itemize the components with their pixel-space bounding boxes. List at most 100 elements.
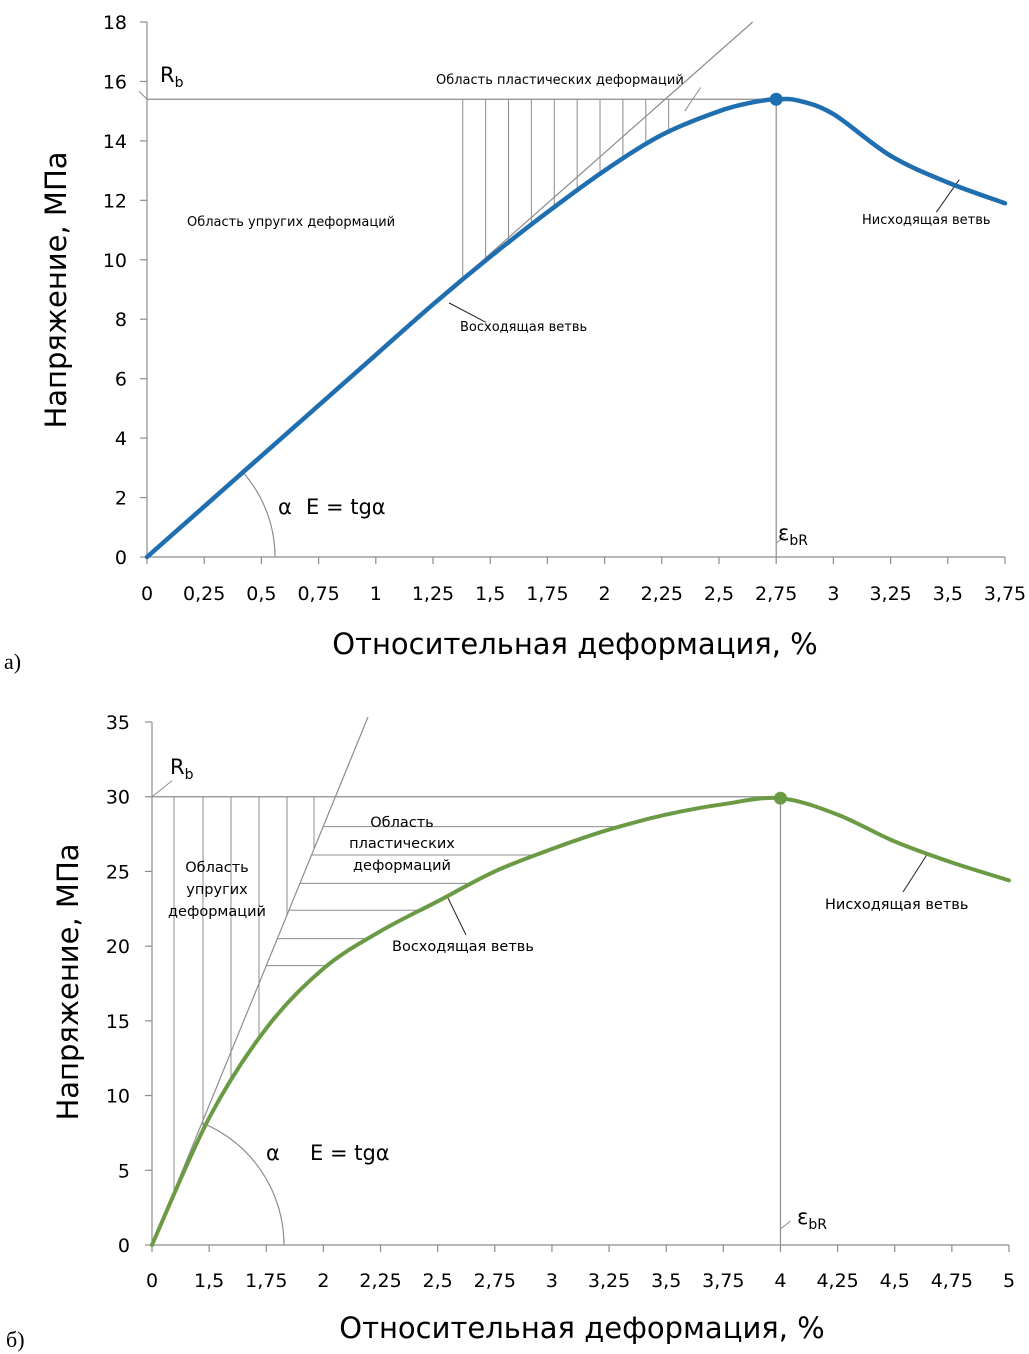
alpha-label: α	[278, 495, 292, 519]
descending-branch-label: Нисходящая ветвь	[825, 897, 968, 913]
x-tick-label: 2	[599, 583, 611, 605]
x-tick-label: 2,5	[704, 583, 734, 605]
x-tick-label: 3,5	[651, 1270, 681, 1292]
axes	[145, 721, 1010, 1252]
x-tick-label: 1,75	[526, 583, 568, 605]
y-tick-label: 0	[115, 547, 127, 569]
plastic-leader-line	[684, 87, 702, 112]
x-tick-label: 3,5	[933, 583, 963, 605]
ascending-leader-line	[448, 302, 486, 323]
y-axis-title: Напряжение, МПа	[39, 151, 73, 428]
ascending-branch-label: Восходящая ветвь	[460, 320, 587, 335]
x-tick-label: 2	[317, 1270, 329, 1292]
plastic-region-label-line3: деформаций	[353, 858, 451, 874]
epsilon-leader-line	[775, 536, 785, 544]
x-tick-label: 4,25	[816, 1270, 858, 1292]
x-tick-label: 5	[1003, 1270, 1015, 1292]
panel-label-b: б)	[6, 1327, 25, 1352]
x-tick-label: 3,25	[588, 1270, 630, 1292]
rb-leader-line	[151, 780, 173, 798]
tangent-line	[151, 716, 369, 1246]
y-tick-label: 35	[106, 712, 130, 734]
ascending-leader-line	[446, 895, 467, 936]
x-tick-label: 4,75	[931, 1270, 973, 1292]
x-tick-label: 3,25	[869, 583, 911, 605]
x-tick-label: 3,75	[984, 583, 1026, 605]
x-tick-label: 3	[827, 583, 839, 605]
peak-marker	[769, 92, 783, 106]
epsilon-leader-line	[780, 1220, 791, 1230]
descending-leader-line	[902, 852, 929, 893]
stress-strain-curve	[144, 96, 1008, 560]
alpha-angle-arc	[242, 471, 276, 558]
plastic-region-label: Область пластических деформаций	[436, 73, 684, 88]
y-tick-label: 5	[118, 1160, 130, 1182]
y-tick-labels: 0 5 10 15 20 25 30 35	[106, 712, 130, 1257]
y-tick-label: 15	[106, 1011, 130, 1033]
x-tick-labels: 0 0,25 0,5 0,75 1 1,25 1,5 1,75 2 2,25 2,5 2,75 3 3,2…	[141, 583, 1026, 605]
y-tick-label: 2	[115, 488, 127, 510]
x-tick-label: 1,25	[412, 583, 454, 605]
epsilon-label: εbR	[797, 1205, 827, 1233]
reference-lines	[151, 716, 929, 1246]
ascending-branch-label: Восходящая ветвь	[392, 939, 534, 955]
reference-lines	[138, 21, 960, 558]
y-tick-label: 30	[106, 787, 130, 809]
elastic-region-hatching	[462, 99, 670, 280]
y-axis-title: Напряжение, МПа	[51, 843, 85, 1120]
y-tick-label: 4	[115, 428, 127, 450]
x-tick-label: 2,75	[474, 1270, 516, 1292]
x-tick-label: 4	[774, 1270, 786, 1292]
y-tick-label: 12	[103, 190, 127, 212]
y-tick-label: 8	[115, 309, 127, 331]
alpha-angle-arc	[201, 1122, 285, 1246]
x-tick-label: 0,25	[183, 583, 225, 605]
y-tick-label: 6	[115, 369, 127, 391]
elastic-region-label-line1: Область	[185, 860, 248, 876]
peak-marker	[773, 791, 787, 805]
stress-strain-curve	[150, 795, 1011, 1247]
x-axis-title: Относительная деформация, %	[339, 1311, 824, 1345]
x-tick-label: 0,5	[246, 583, 276, 605]
y-tick-label: 18	[103, 12, 127, 34]
y-tick-label: 16	[103, 71, 127, 93]
x-tick-label: 0,75	[297, 583, 339, 605]
x-tick-label: 4,5	[880, 1270, 910, 1292]
series-line	[150, 791, 1011, 1247]
elastic-region-label-line2: упругих	[186, 882, 248, 898]
chart-a: 0 0,25 0,5 0,75 1 1,25 1,5 1,75 2 2,25 2,5 2,75 3 3,2…	[4, 12, 1026, 674]
y-tick-label: 20	[106, 936, 130, 958]
y-tick-labels: 0 2 4 6 8 10 12 14 16 18	[103, 12, 127, 569]
modulus-formula: E = tgα	[310, 1141, 390, 1165]
axes	[140, 21, 1006, 564]
alpha-label: α	[266, 1141, 280, 1165]
x-tick-label: 2,25	[359, 1270, 401, 1292]
epsilon-label: εbR	[778, 521, 808, 549]
y-tick-label: 10	[106, 1086, 130, 1108]
y-tick-label: 10	[103, 250, 127, 272]
panel-label-a: а)	[4, 649, 21, 674]
plastic-region-label-line2: пластических	[349, 836, 455, 852]
x-tick-label: 1,75	[245, 1270, 287, 1292]
series-line	[144, 92, 1008, 560]
elastic-region-label: Область упругих деформаций	[187, 215, 395, 230]
modulus-formula: E = tgα	[306, 495, 386, 519]
x-tick-labels: 0 1,5 1,75 2 2,25 2,5 2,75 3 3,25 3,5 3,75 4 4,25 4,5…	[146, 1270, 1015, 1292]
rb-label: Rb	[170, 755, 194, 783]
x-tick-label: 1,5	[475, 583, 505, 605]
elastic-region-label-line3: деформаций	[168, 904, 266, 920]
rb-label: Rb	[160, 63, 184, 91]
descending-branch-label: Нисходящая ветвь	[862, 213, 991, 228]
rb-leader-line	[138, 90, 148, 100]
elastic-region-hatching	[173, 796, 315, 1197]
y-tick-label: 14	[103, 131, 127, 153]
x-tick-label: 3,75	[702, 1270, 744, 1292]
y-tick-label: 25	[106, 861, 130, 883]
x-tick-label: 0	[146, 1270, 158, 1292]
chart-b: 0 1,5 1,75 2 2,25 2,5 2,75 3 3,25 3,5 3,75 4 4,25 4,5…	[6, 712, 1015, 1352]
y-tick-label: 0	[118, 1235, 130, 1257]
x-tick-label: 3	[546, 1270, 558, 1292]
x-tick-label: 1	[370, 583, 382, 605]
plastic-region-label-line1: Область	[370, 815, 433, 831]
